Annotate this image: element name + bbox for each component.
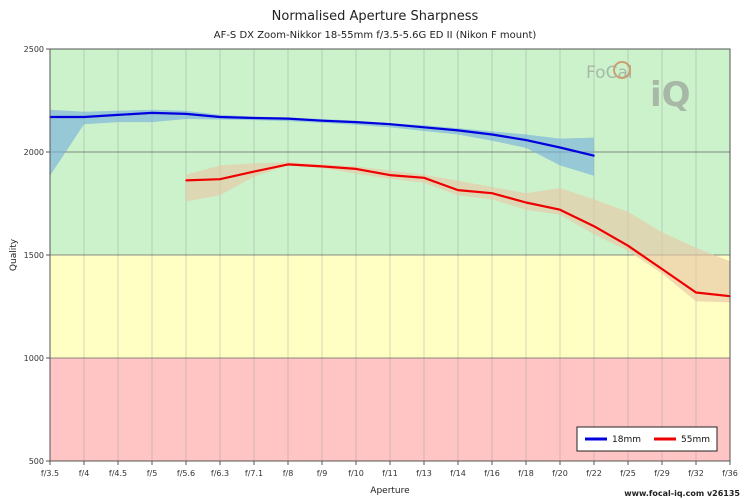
data-point-55mm xyxy=(185,179,187,182)
data-point-55mm xyxy=(287,163,289,166)
data-point-18mm xyxy=(559,146,561,149)
x-axis-ticks: f/3.5 f/4 f/4.5 f/5 f/5.6 f/6.3 f/7.1 f/8 f/9 f/1… xyxy=(41,461,738,478)
data-point-55mm xyxy=(695,291,697,294)
data-point-55mm xyxy=(627,244,629,247)
data-point-18mm xyxy=(287,117,289,120)
x-tick-label: f/3.5 xyxy=(41,469,59,478)
x-tick-label: f/7.1 xyxy=(245,469,263,478)
data-point-18mm xyxy=(355,121,357,123)
y-tick-label: 2500 xyxy=(24,45,44,54)
legend: 18mm 55mm xyxy=(576,426,718,452)
x-tick-label: f/11 xyxy=(382,469,398,478)
x-tick-label: f/22 xyxy=(586,469,602,478)
data-point-55mm xyxy=(457,189,459,191)
data-point-55mm xyxy=(661,268,663,270)
x-axis-label: Aperture xyxy=(370,486,410,496)
x-tick-label: f/8 xyxy=(283,469,294,478)
x-tick-label: f/4.5 xyxy=(109,469,127,478)
data-point-55mm xyxy=(593,225,595,227)
data-point-18mm xyxy=(253,117,255,119)
data-point-18mm xyxy=(83,116,85,118)
x-tick-label: f/20 xyxy=(552,469,568,478)
x-tick-label: f/29 xyxy=(654,469,670,478)
x-tick-label: f/4 xyxy=(79,469,90,478)
data-point-18mm xyxy=(525,139,527,141)
data-point-55mm xyxy=(559,208,561,211)
data-point-55mm xyxy=(355,168,357,170)
footer-url-version: www.focal-iq.com v26135 xyxy=(624,489,740,498)
data-point-18mm xyxy=(117,114,119,116)
x-tick-label: f/32 xyxy=(688,469,704,478)
chart-title: Normalised Aperture Sharpness xyxy=(272,9,479,24)
x-tick-label: f/13 xyxy=(416,469,432,478)
logo-aperture-icon xyxy=(613,61,631,79)
data-point-55mm xyxy=(423,176,425,179)
x-tick-label: f/25 xyxy=(620,469,636,478)
focal-iq-logo: FoCal iQ xyxy=(586,61,691,115)
data-point-18mm xyxy=(151,112,153,114)
x-tick-label: f/16 xyxy=(484,469,500,478)
chart-subtitle: AF-S DX Zoom-Nikkor 18-55mm f/3.5-5.6G E… xyxy=(214,30,537,41)
data-point-55mm xyxy=(321,165,323,168)
y-tick-label: 1500 xyxy=(24,251,44,260)
x-tick-label: f/18 xyxy=(518,469,534,478)
x-tick-label: f/6.3 xyxy=(211,469,229,478)
data-point-18mm xyxy=(491,133,493,136)
data-point-18mm xyxy=(219,116,221,118)
x-tick-label: f/36 xyxy=(722,469,738,478)
x-tick-label: f/10 xyxy=(348,469,364,478)
x-tick-label: f/5.6 xyxy=(177,469,195,478)
y-axis-label: Quality xyxy=(9,238,19,271)
data-point-18mm xyxy=(593,154,595,157)
data-point-55mm xyxy=(253,170,255,173)
y-tick-label: 2000 xyxy=(24,148,44,157)
x-tick-label: f/5 xyxy=(147,469,158,478)
legend-label-55mm: 55mm xyxy=(681,435,710,445)
logo-iq-text: iQ xyxy=(650,75,691,115)
data-point-55mm xyxy=(525,201,527,204)
data-point-18mm xyxy=(457,129,459,132)
series-lines xyxy=(49,111,731,298)
data-point-18mm xyxy=(389,123,391,125)
y-axis-ticks: 500 1000 1500 2000 2500 xyxy=(24,45,50,466)
data-point-18mm xyxy=(423,126,425,129)
legend-label-18mm: 18mm xyxy=(612,435,641,445)
data-point-18mm xyxy=(321,119,323,122)
x-tick-label: f/9 xyxy=(317,469,328,478)
data-point-55mm xyxy=(219,178,221,180)
y-tick-label: 1000 xyxy=(24,354,44,363)
data-point-55mm xyxy=(389,174,391,176)
logo-focal-text: FoCal xyxy=(586,63,633,83)
y-tick-label: 500 xyxy=(29,457,44,466)
data-point-18mm xyxy=(185,113,187,115)
data-point-55mm xyxy=(491,192,493,194)
x-tick-label: f/14 xyxy=(450,469,466,478)
